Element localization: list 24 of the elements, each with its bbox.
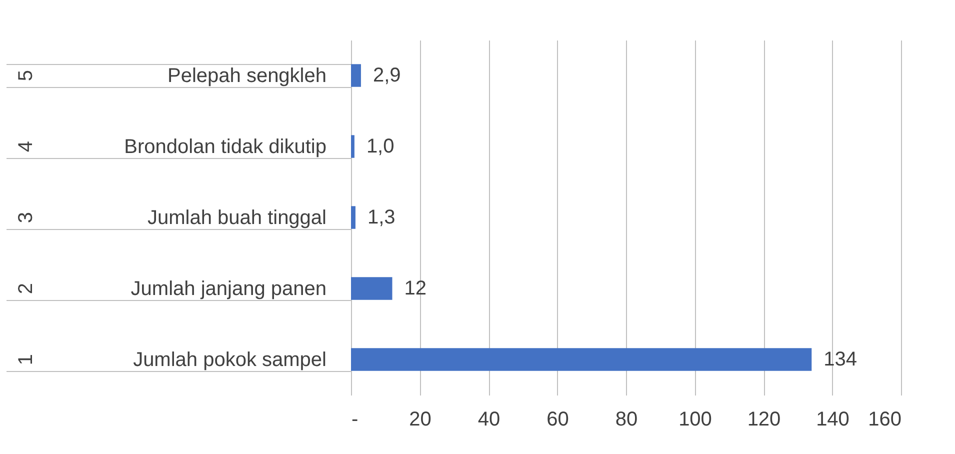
x-tick-label: 20 <box>409 408 432 430</box>
x-tick-label: 120 <box>747 408 781 430</box>
x-tick-label: 160 <box>868 408 902 430</box>
data-label: 2,9 <box>372 64 401 86</box>
y-tick-label: Brondolan tidak dikutip <box>124 136 326 158</box>
data-label: 1,0 <box>366 136 394 158</box>
x-tick-label: 60 <box>546 408 569 430</box>
y-tick-label: Jumlah buah tinggal <box>147 207 326 229</box>
x-tick-label: - <box>352 408 358 430</box>
x-tick-label: 100 <box>678 408 712 430</box>
text: 4 <box>15 140 37 152</box>
text: 3 <box>15 212 37 224</box>
text: 1 <box>15 354 37 366</box>
text: 2 <box>15 282 37 294</box>
data-label: 134 <box>824 348 857 370</box>
x-tick-label: 140 <box>816 408 850 430</box>
data-label: 1,3 <box>367 206 396 228</box>
x-tick-label: 80 <box>615 408 638 430</box>
x-tick-label: 40 <box>478 408 500 430</box>
data-label: 12 <box>404 278 426 300</box>
y-tick-label: Jumlah pokok sampel <box>133 349 326 371</box>
text: 5 <box>15 70 37 82</box>
y-tick-label: Jumlah janjang panen <box>130 278 326 300</box>
y-tick-label: Pelepah sengkleh <box>167 65 326 87</box>
